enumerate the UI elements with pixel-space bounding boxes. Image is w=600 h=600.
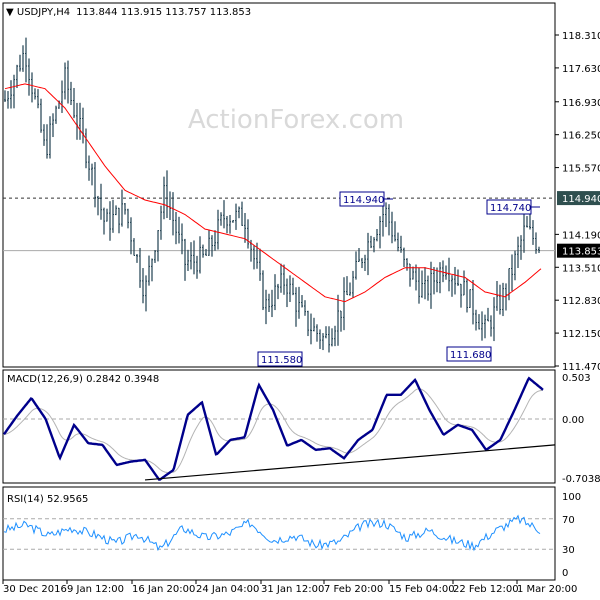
x-tick-label: 31 Jan 12:00 [261, 584, 324, 595]
x-tick-label: 7 Feb 20:00 [324, 584, 383, 595]
x-tick-label: 9 Jan 12:00 [67, 584, 124, 595]
y-tick-label: 114.190 [562, 230, 600, 241]
macd-title: MACD(12,26,9) 0.2842 0.3948 [7, 374, 159, 385]
y-tick-label: 112.150 [562, 329, 600, 340]
annotation-box [257, 351, 303, 367]
x-tick-label: 16 Jan 20:00 [132, 584, 195, 595]
macd-line [3, 376, 544, 481]
macd-panel [2, 369, 556, 484]
y-tick-label: 116.250 [562, 131, 600, 142]
moving-average-line [4, 83, 542, 303]
price-panel [2, 2, 556, 368]
x-tick-label: 24 Jan 04:00 [196, 584, 259, 595]
macd-tick-label: 0.00 [562, 415, 584, 426]
macd-signal-line [3, 388, 543, 474]
current-price-badge [557, 243, 600, 258]
annotation-label: 114.740 [490, 203, 531, 214]
y-tick-label: 118.310 [562, 31, 600, 42]
y-tick-label: 111.470 [562, 362, 600, 373]
rsi-tick-label: 70 [562, 515, 575, 526]
annotation-box [446, 346, 492, 362]
rsi-tick-label: 30 [562, 545, 575, 556]
rsi-line [3, 514, 541, 552]
rsi-title: RSI(14) 52.9565 [7, 494, 88, 505]
rsi-tick-label: 100 [562, 492, 581, 503]
y-tick-label: 115.570 [562, 164, 600, 175]
x-tick-label: 22 Feb 12:00 [453, 584, 519, 595]
chart-title: ▼ USDJPY,H4 113.844 113.915 113.757 113.8… [6, 7, 251, 18]
resistance-price-badge [557, 191, 600, 206]
y-tick-label: 116.930 [562, 98, 600, 109]
rsi-tick-label: 0 [562, 568, 568, 579]
title-arrow-icon[interactable]: ▼ [6, 7, 17, 18]
annotation-label: 111.680 [450, 350, 491, 361]
x-tick-label: 1 Mar 20:00 [517, 584, 577, 595]
annotation-label: 114.940 [343, 195, 384, 206]
macd-tick-label: 0.503 [562, 373, 591, 384]
resistance-price-label: 114.940 [562, 194, 600, 205]
macd-trendline [144, 444, 556, 481]
y-tick-label: 113.510 [562, 263, 600, 274]
annotation-label: 111.580 [261, 355, 302, 366]
y-tick-label: 112.830 [562, 296, 600, 307]
macd-tick-label: -0.7038 [562, 474, 600, 485]
x-tick-label: 15 Feb 04:00 [389, 584, 455, 595]
y-tick-label: 117.630 [562, 64, 600, 75]
rsi-panel [2, 486, 556, 581]
x-tick-label: 30 Dec 2016 [3, 584, 67, 595]
current-price-label: 113.853 [562, 247, 600, 258]
watermark: ActionForex.com [188, 105, 404, 135]
